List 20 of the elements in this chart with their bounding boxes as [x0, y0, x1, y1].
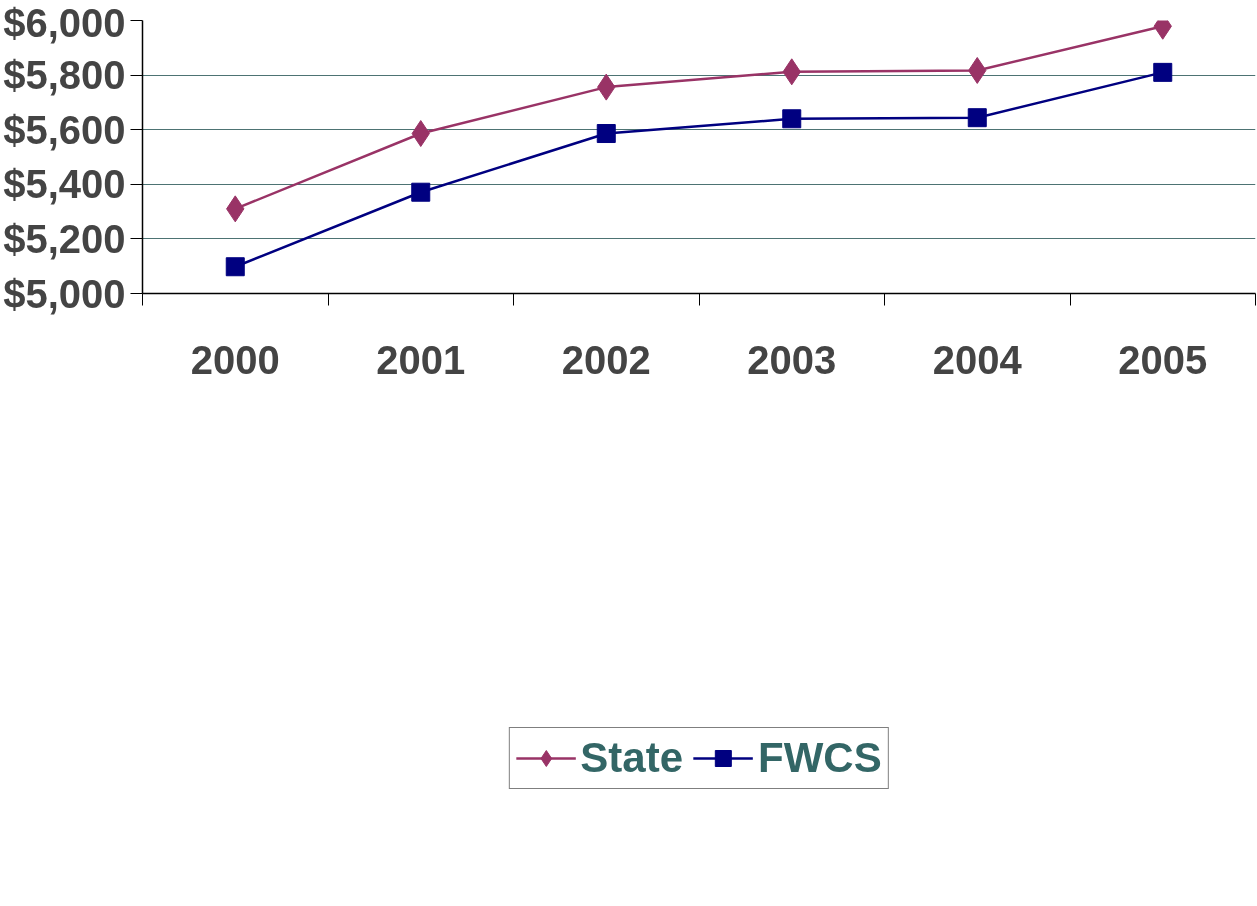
x-tick-label: 2002: [561, 337, 651, 382]
y-tick-label: $5,200: [3, 216, 126, 261]
point: [782, 109, 802, 129]
point: [1153, 62, 1173, 82]
point: [411, 182, 431, 202]
x-tick-label: 2005: [1118, 337, 1208, 382]
point: [225, 257, 245, 277]
y-tick-label: $5,400: [3, 162, 126, 207]
point: [967, 108, 987, 128]
x-tick-label: 2004: [932, 337, 1023, 382]
y-tick-label: $5,000: [3, 271, 126, 316]
legend-label: FWCS: [758, 734, 882, 782]
y-tick-label: $5,600: [3, 107, 126, 152]
y-tick-label: $6,000: [3, 0, 126, 45]
legend-label: State: [580, 734, 684, 782]
y-tick-label: $5,800: [3, 53, 126, 98]
point: [596, 124, 616, 144]
x-tick-label: 2001: [376, 337, 466, 382]
x-tick-label: 2003: [747, 337, 837, 382]
x-tick-label: 2000: [190, 337, 280, 382]
